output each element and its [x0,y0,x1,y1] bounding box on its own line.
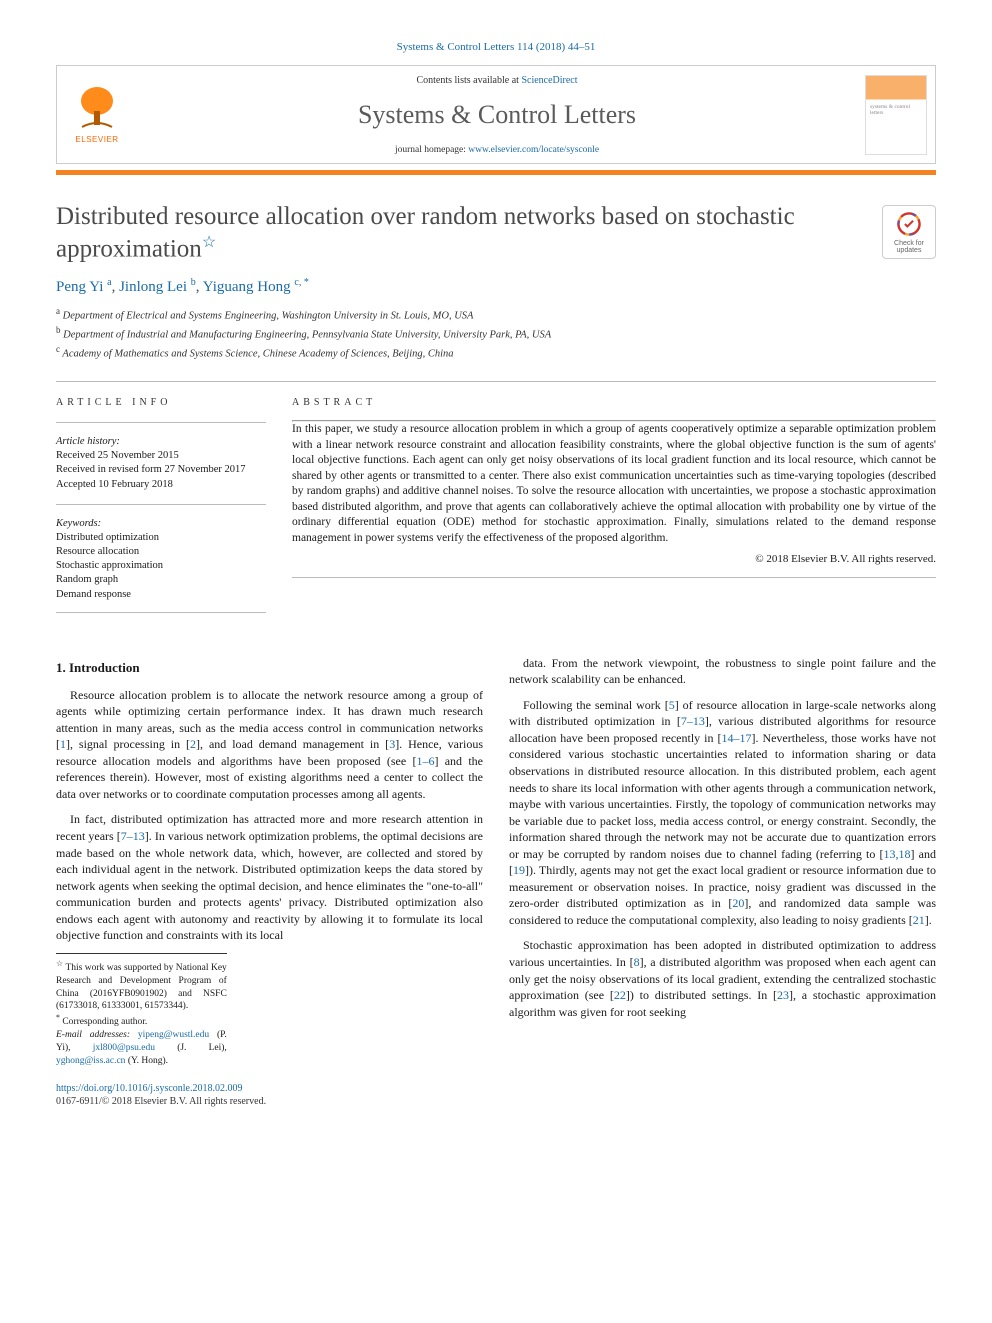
header-center: Contents lists available at ScienceDirec… [137,66,857,163]
check-updates-icon [896,211,922,237]
ref-link[interactable]: 1 [60,737,66,751]
ref-link[interactable]: 7–13 [681,714,705,728]
abstract-text: In this paper, we study a resource alloc… [292,422,936,546]
intro-para-4: Following the seminal work [5] of resour… [509,697,936,929]
sciencedirect-link[interactable]: ScienceDirect [521,75,577,86]
ref-link[interactable]: 7–13 [121,829,145,843]
intro-para-5: Stochastic approximation has been adopte… [509,937,936,1020]
authors-line: Peng Yi a, Jinlong Lei b, Yiguang Hong c… [56,276,866,297]
accepted-date: Accepted 10 February 2018 [56,478,266,492]
abstract-column: abstract In this paper, we study a resou… [292,381,936,624]
received-date: Received 25 November 2015 [56,449,266,463]
ref-link[interactable]: 22 [614,988,626,1002]
title-footnote-marker: ☆ [202,234,216,251]
section-1-heading: 1. Introduction [56,659,483,677]
corr-text: Corresponding author. [62,1017,147,1027]
corr-marker: * [56,1013,60,1022]
ref-link[interactable]: 1–6 [416,754,434,768]
funding-footnote: ☆ This work was supported by National Ke… [56,959,227,1013]
homepage-prefix: journal homepage: [395,145,468,155]
affiliations: a Department of Electrical and Systems E… [56,305,866,361]
doi-link[interactable]: https://doi.org/10.1016/j.sysconle.2018.… [56,1083,242,1094]
check-for-updates-badge[interactable]: Check for updates [882,205,936,259]
homepage-line: journal homepage: www.elsevier.com/locat… [137,144,857,157]
revised-date: Received in revised form 27 November 201… [56,463,266,477]
email-link[interactable]: yipeng@wustl.edu [138,1030,209,1040]
journal-header: ELSEVIER Contents lists available at Sci… [56,65,936,164]
abstract-heading: abstract [292,396,936,410]
funding-text: This work was supported by National Key … [56,963,227,1011]
keywords-label: Keywords: [56,517,266,531]
email-link[interactable]: yghong@iss.ac.cn [56,1056,125,1066]
ref-link[interactable]: 2 [190,737,196,751]
issn-line: 0167-6911/© 2018 Elsevier B.V. All right… [56,1096,266,1107]
journal-cover-thumb [857,66,935,163]
funding-marker: ☆ [56,959,63,968]
article-info-heading: article info [56,396,266,410]
ref-link[interactable]: 20 [732,896,744,910]
email-link[interactable]: jxl800@psu.edu [93,1043,155,1053]
author-link[interactable]: Jinlong Lei [119,279,187,295]
body-text: 1. Introduction Resource allocation prob… [56,655,936,1110]
contents-available-line: Contents lists available at ScienceDirec… [137,74,857,88]
ref-link[interactable]: 5 [669,698,675,712]
article-title: Distributed resource allocation over ran… [56,201,866,264]
corresponding-footnote: * Corresponding author. [56,1013,227,1029]
history-label: Article history: [56,435,266,449]
email-footnote: E-mail addresses: yipeng@wustl.edu (P. Y… [56,1029,227,1067]
elsevier-brand-text: ELSEVIER [75,135,118,146]
ref-link[interactable]: 13,18 [884,847,911,861]
keywords-list: Distributed optimizationResource allocat… [56,531,266,602]
citation-line: Systems & Control Letters 114 (2018) 44–… [56,40,936,55]
intro-para-2: In fact, distributed optimization has at… [56,811,483,943]
ref-link[interactable]: 3 [389,737,395,751]
journal-name: Systems & Control Letters [137,97,857,132]
abstract-copyright: © 2018 Elsevier B.V. All rights reserved… [292,552,936,567]
footer-bar: https://doi.org/10.1016/j.sysconle.2018.… [56,1082,483,1110]
ref-link[interactable]: 23 [777,988,789,1002]
ref-link[interactable]: 19 [513,863,525,877]
contents-prefix: Contents lists available at [416,75,521,86]
author-link[interactable]: Peng Yi [56,279,103,295]
elsevier-tree-icon [72,83,122,133]
cover-image [865,75,927,155]
article-info-column: article info Article history: Received 2… [56,381,266,624]
check-updates-label: Check for updates [883,240,935,254]
ref-link[interactable]: 8 [634,955,640,969]
intro-para-3: data. From the network viewpoint, the ro… [509,655,936,688]
author-link[interactable]: Yiguang Hong [203,279,291,295]
elsevier-logo: ELSEVIER [57,66,137,163]
title-text: Distributed resource allocation over ran… [56,203,795,262]
homepage-link[interactable]: www.elsevier.com/locate/sysconle [468,145,599,155]
ref-link[interactable]: 21 [913,913,925,927]
ref-link[interactable]: 14–17 [721,731,751,745]
intro-para-1: Resource allocation problem is to alloca… [56,687,483,803]
footnotes: ☆ This work was supported by National Ke… [56,953,227,1068]
orange-divider [56,170,936,175]
